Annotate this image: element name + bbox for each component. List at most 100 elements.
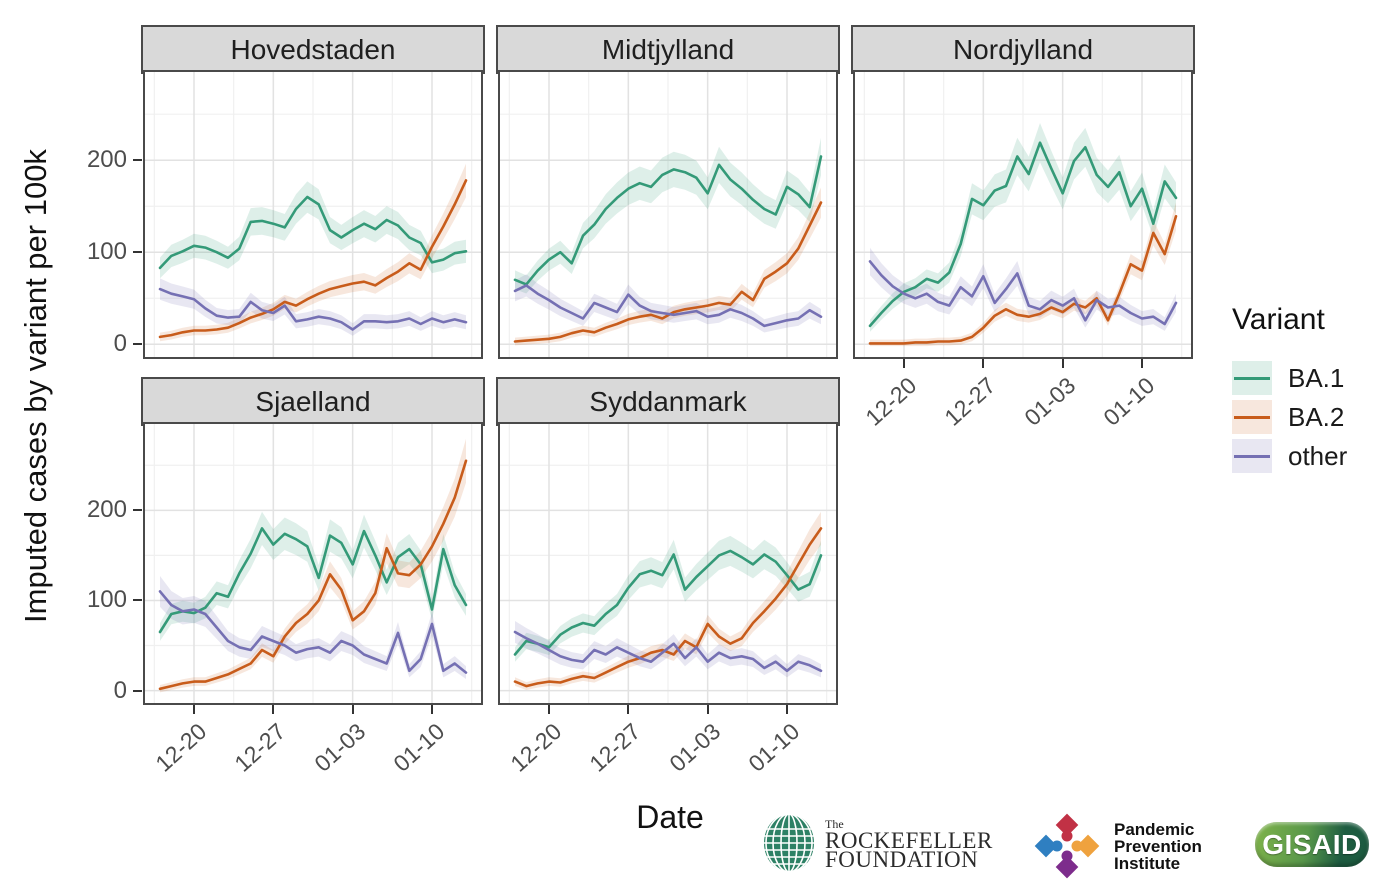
- facet-strip-sjaelland: Sjaelland: [141, 377, 485, 426]
- line-other-hovedstaden: [158, 287, 468, 331]
- x-tick-mark: [903, 359, 905, 368]
- x-tick-label: 12-20: [505, 718, 567, 777]
- line-ba2-midtjylland: [513, 201, 823, 343]
- y-tick-label: 200: [86, 146, 127, 174]
- line-ba1-midtjylland: [513, 155, 823, 286]
- x-tick-label: 12-27: [229, 718, 291, 777]
- facet-panel-hovedstaden: [143, 70, 483, 359]
- legend-label-ba2: BA.2: [1288, 401, 1345, 432]
- y-tick-label: 200: [86, 496, 127, 524]
- rockefeller-text: The ROCKEFELLER FOUNDATION: [825, 816, 993, 872]
- ribbon-ba2-sjaelland: [160, 438, 466, 693]
- y-tick-label: 100: [86, 586, 127, 614]
- y-tick-mark: [133, 509, 142, 512]
- x-tick-label: 12-20: [150, 718, 212, 777]
- ribbon-ba1-nordjylland: [870, 123, 1176, 332]
- legend: Variant BA.1 BA.2 other: [1232, 303, 1347, 478]
- legend-label-ba1: BA.1: [1288, 362, 1345, 393]
- line-ba2-sjaelland: [158, 459, 468, 691]
- ppi-line2: Prevention: [1114, 836, 1202, 856]
- rockefeller-the: The: [825, 816, 844, 831]
- line-other-sjaelland: [158, 590, 468, 674]
- x-tick-label: 01-10: [743, 718, 805, 777]
- y-tick-label: 100: [86, 238, 127, 266]
- legend-entry-ba2: BA.2: [1232, 400, 1347, 434]
- y-tick-mark: [133, 599, 142, 602]
- rockefeller-foundation-logo: The ROCKEFELLER FOUNDATION: [763, 813, 993, 873]
- facet-strip-hovedstaden: Hovedstaden: [141, 25, 485, 74]
- facet-strip-midtjylland: Midtjylland: [496, 25, 840, 74]
- x-tick-label: 12-20: [860, 372, 922, 431]
- x-tick-mark: [786, 705, 788, 714]
- facet-panel-syddanmark: [498, 422, 838, 705]
- y-tick-label: 0: [113, 330, 127, 358]
- ppi-line1: Pandemic: [1114, 819, 1195, 839]
- ppi-line3: Institute: [1114, 853, 1181, 873]
- x-tick-mark: [1141, 359, 1143, 368]
- line-ba1-hovedstaden: [158, 195, 468, 270]
- facet-panel-midtjylland: [498, 70, 838, 359]
- ribbon-ba2-syddanmark: [515, 511, 821, 690]
- x-tick-label: 01-10: [388, 718, 450, 777]
- facet-panel-nordjylland: [853, 70, 1193, 359]
- y-tick-mark: [133, 159, 142, 162]
- rockefeller-line2: FOUNDATION: [825, 846, 979, 872]
- x-tick-label: 12-27: [584, 718, 646, 777]
- x-tick-mark: [1061, 359, 1064, 368]
- legend-keyline-ba1: [1234, 376, 1270, 380]
- legend-key-ba2: [1232, 400, 1272, 434]
- legend-label-other: other: [1288, 440, 1348, 471]
- pandemic-prevention-institute-logo: Pandemic Prevention Institute: [1032, 811, 1202, 881]
- facet-panel-sjaelland: [143, 422, 483, 705]
- line-ba1-sjaelland: [158, 527, 468, 634]
- y-tick-mark: [133, 251, 142, 254]
- x-tick-mark: [548, 705, 550, 714]
- x-tick-mark: [272, 705, 275, 714]
- rockefeller-globe-icon: [764, 813, 814, 873]
- ppi-text: Pandemic Prevention Institute: [1114, 821, 1202, 872]
- legend-keyline-ba2: [1234, 415, 1270, 419]
- y-tick-mark: [133, 343, 142, 346]
- y-tick-mark: [133, 689, 142, 692]
- line-other-syddanmark: [513, 630, 823, 673]
- legend-entry-other: other: [1232, 439, 1347, 473]
- line-ba2-hovedstaden: [158, 179, 468, 339]
- ribbon-ba1-midtjylland: [515, 137, 821, 294]
- x-tick-label: 01-03: [1018, 372, 1081, 431]
- rockefeller-line1: ROCKEFELLER: [825, 827, 993, 853]
- ribbon-ba2-nordjylland: [870, 202, 1176, 347]
- ppi-diamond-icon: [1034, 813, 1100, 879]
- legend-key-ba1: [1232, 361, 1272, 395]
- x-tick-mark: [627, 705, 630, 714]
- facet-strip-syddanmark: Syddanmark: [496, 377, 840, 426]
- legend-entry-ba1: BA.1: [1232, 361, 1347, 395]
- gisaid-logo: GISAID: [1255, 822, 1369, 867]
- x-tick-label: 12-27: [939, 372, 1001, 431]
- legend-title: Variant: [1232, 303, 1325, 336]
- ribbon-ba1-syddanmark: [515, 535, 821, 662]
- ribbon-other-midtjylland: [515, 274, 821, 333]
- x-tick-mark: [982, 359, 985, 368]
- x-tick-label: 01-10: [1098, 372, 1160, 431]
- y-axis-title: Imputed cases by variant per 100k: [18, 149, 53, 623]
- legend-keyline-other: [1234, 454, 1270, 458]
- x-tick-label: 01-03: [308, 718, 371, 777]
- legend-key-other: [1232, 439, 1272, 473]
- line-other-midtjylland: [513, 284, 823, 328]
- facet-strip-nordjylland: Nordjylland: [851, 25, 1195, 74]
- line-other-nordjylland: [868, 260, 1178, 326]
- line-ba1-nordjylland: [868, 141, 1178, 328]
- line-ba1-syddanmark: [513, 549, 823, 656]
- x-tick-mark: [431, 705, 433, 714]
- line-ba2-nordjylland: [868, 215, 1178, 345]
- ribbon-ba1-hovedstaden: [160, 181, 466, 279]
- x-tick-label: 01-03: [663, 718, 726, 777]
- x-axis-title: Date: [636, 799, 704, 835]
- line-ba2-syddanmark: [513, 527, 823, 688]
- x-tick-mark: [193, 705, 195, 714]
- y-tick-label: 0: [113, 676, 127, 704]
- x-tick-mark: [351, 705, 354, 714]
- gisaid-text: GISAID: [1262, 828, 1362, 860]
- x-tick-mark: [706, 705, 709, 714]
